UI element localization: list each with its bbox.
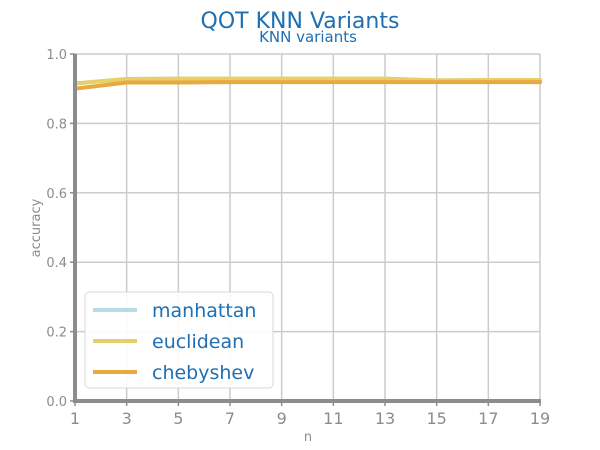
y-tick-label: 0.4 <box>46 256 67 271</box>
y-tick-label: 0.2 <box>46 326 67 341</box>
y-ticks: 0.0 0.2 0.4 0.6 0.8 1.0 <box>46 48 75 410</box>
series-lines <box>73 76 542 91</box>
x-tick-label: 19 <box>530 409 550 428</box>
x-tick-label: 5 <box>173 409 183 428</box>
x-tick-label: 3 <box>122 409 132 428</box>
x-ticks: 1 3 5 7 9 11 13 15 17 19 <box>70 401 550 428</box>
y-tick-label: 0.6 <box>46 187 67 202</box>
legend-label-euclidean: euclidean <box>152 331 244 353</box>
chart-title: QOT KNN Variants <box>201 9 400 34</box>
y-tick-label: 0.8 <box>46 117 67 132</box>
chart-subtitle: KNN variants <box>259 28 357 46</box>
legend-label-manhattan: manhattan <box>152 300 256 322</box>
x-axis-label: n <box>304 430 312 445</box>
y-tick-label: 1.0 <box>46 48 67 63</box>
series-line-chebyshev <box>73 80 542 91</box>
x-tick-label: 11 <box>323 409 343 428</box>
x-tick-label: 7 <box>225 409 235 428</box>
y-axis-label: accuracy <box>29 198 44 257</box>
legend-box <box>84 291 274 389</box>
x-tick-label: 9 <box>277 409 287 428</box>
legend: manhattan euclidean chebyshev <box>84 291 274 389</box>
legend-label-chebyshev: chebyshev <box>152 362 254 384</box>
x-tick-label: 17 <box>478 409 498 428</box>
grid <box>74 53 541 402</box>
x-tick-label: 15 <box>426 409 446 428</box>
x-tick-label: 1 <box>70 409 80 428</box>
x-tick-label: 13 <box>375 409 395 428</box>
y-tick-label: 0.0 <box>46 395 67 410</box>
